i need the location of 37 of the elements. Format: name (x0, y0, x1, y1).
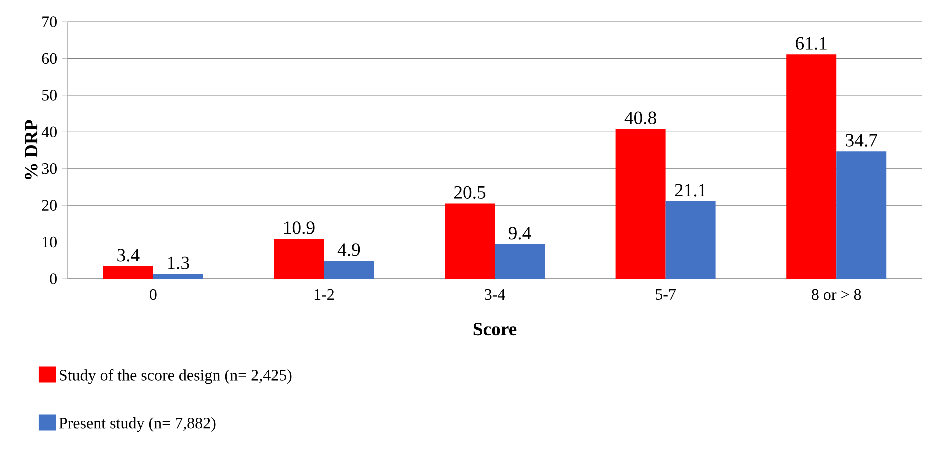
y-tick-label: 0 (50, 274, 57, 284)
bar (616, 129, 666, 279)
bar (274, 238, 324, 279)
data-label: 4.9 (338, 244, 360, 256)
bar (666, 202, 716, 279)
x-axis-title: Score (474, 323, 517, 336)
data-label: 1.3 (168, 256, 190, 270)
data-label: 20.5 (454, 186, 486, 200)
data-label: 61.1 (796, 37, 827, 50)
y-tick-label: 10 (43, 236, 57, 248)
x-tick-label: 0 (150, 289, 157, 300)
y-tick-label: 30 (42, 163, 57, 174)
legend-label: Study of the score design (n= 2,425) (60, 369, 292, 384)
bar (495, 244, 546, 279)
data-label: 3.4 (118, 249, 140, 262)
x-tick-label: 1-2 (314, 289, 334, 300)
y-tick-label: 40 (42, 126, 57, 138)
y-tick-label: 70 (42, 16, 57, 28)
data-label: 34.7 (846, 134, 878, 147)
data-label: 9.4 (508, 227, 532, 240)
data-label: 10.9 (284, 222, 315, 234)
bar (103, 266, 154, 279)
y-tick-label: 60 (42, 53, 57, 64)
data-label: 40.8 (624, 112, 656, 125)
y-tick-label: 20 (42, 200, 57, 211)
x-tick-label: 8 or > 8 (812, 289, 862, 300)
bar (786, 54, 837, 279)
data-label: 21.1 (675, 184, 706, 197)
bar (445, 204, 496, 279)
y-axis-title: % DRP (25, 120, 38, 180)
bar (836, 152, 887, 279)
y-tick-label: 50 (42, 90, 57, 101)
x-tick-label: 3-4 (485, 289, 506, 300)
bar (153, 274, 204, 279)
x-tick-label: 5-7 (656, 289, 676, 300)
legend-label: Present study (n= 7,882) (59, 417, 216, 432)
bar (324, 261, 374, 279)
